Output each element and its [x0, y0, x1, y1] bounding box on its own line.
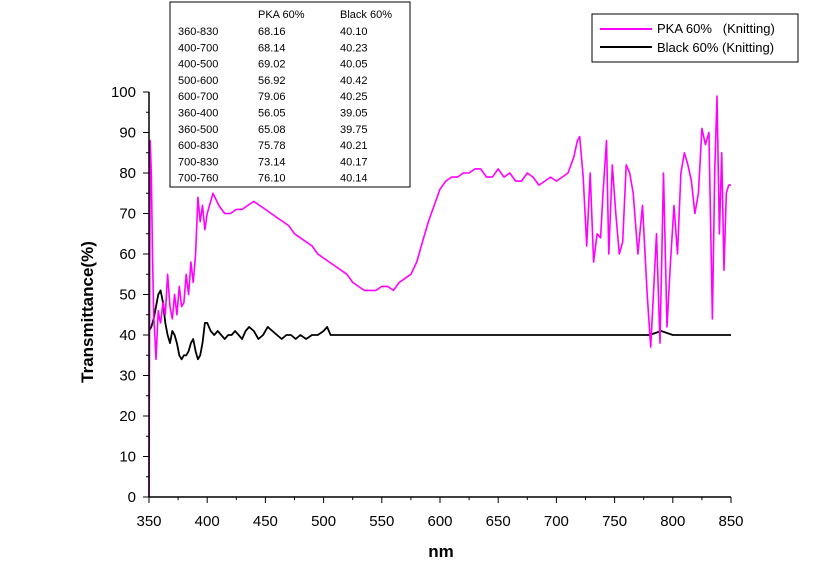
y-tick-label: 70	[119, 206, 136, 223]
table-cell: 68.16	[258, 26, 286, 38]
table-cell: 79.06	[258, 91, 286, 103]
x-tick-label: 550	[369, 513, 394, 530]
legend-label-black: Black 60% (Knitting)	[657, 40, 774, 55]
legend: PKA 60% (Knitting) Black 60% (Knitting)	[591, 13, 799, 63]
y-tick-label: 90	[119, 125, 136, 142]
x-tick-label: 850	[718, 513, 743, 530]
table-cell: 400-500	[178, 59, 218, 71]
x-tick-label: 450	[253, 513, 278, 530]
table-cell: 600-700	[178, 91, 218, 103]
table-cell: 56.92	[258, 75, 286, 87]
y-axis-title: Transmittance(%)	[78, 241, 97, 383]
x-tick-label: 400	[195, 513, 220, 530]
y-tick-label: 0	[128, 489, 136, 506]
y-tick-label: 100	[111, 84, 136, 101]
series-line-pka	[148, 95, 731, 498]
table-cell: 360-500	[178, 124, 218, 136]
table-cell: 40.25	[340, 91, 368, 103]
table-cell: 39.75	[340, 124, 368, 136]
x-tick-label: 500	[311, 513, 336, 530]
y-tick-label: 30	[119, 368, 136, 385]
table-cell: 73.14	[258, 156, 286, 168]
x-tick-label: 750	[602, 513, 627, 530]
table-cell: 360-400	[178, 108, 218, 120]
series-layer	[148, 95, 731, 498]
series-line-black	[148, 289, 731, 361]
table-cell: 40.14	[340, 173, 368, 185]
y-tick-label: 10	[119, 449, 136, 466]
x-axis-title: nm	[428, 542, 454, 561]
y-tick-label: 60	[119, 246, 136, 263]
table-cell: 40.21	[340, 140, 368, 152]
table-cell: 400-700	[178, 42, 218, 54]
legend-label-pka: PKA 60% (Knitting)	[657, 21, 775, 36]
table-cell: 76.10	[258, 173, 286, 185]
inset-table-box	[169, 1, 411, 188]
table-cell: 40.05	[340, 59, 368, 71]
y-tick-label: 80	[119, 165, 136, 182]
table-cell: 69.02	[258, 59, 286, 71]
table-cell: 40.17	[340, 156, 368, 168]
table-header-pka: PKA 60%	[258, 9, 305, 21]
table-cell: 75.78	[258, 140, 286, 152]
legend-box	[591, 13, 799, 63]
table-cell: 500-600	[178, 75, 218, 87]
table-cell: 39.05	[340, 108, 368, 120]
table-cell: 700-760	[178, 173, 218, 185]
table-cell: 40.42	[340, 75, 368, 87]
x-tick-label: 650	[486, 513, 511, 530]
y-tick-label: 40	[119, 327, 136, 344]
x-tick-label: 800	[660, 513, 685, 530]
table-cell: 360-830	[178, 26, 218, 38]
x-tick-label: 700	[544, 513, 569, 530]
table-header-black: Black 60%	[340, 9, 392, 21]
x-tick-label: 350	[136, 513, 161, 530]
table-cell: 68.14	[258, 42, 286, 54]
table-cell: 56.05	[258, 108, 286, 120]
inset-table: PKA 60% Black 60% 360-830 68.16 40.10 400-700…	[169, 1, 411, 188]
tick-labels: 0 10 20 30 40 50 60 70 80 90 100 350 400 450 500 550 600…	[111, 84, 744, 530]
table-cell: 65.08	[258, 124, 286, 136]
table-cell: 600-830	[178, 140, 218, 152]
y-tick-label: 20	[119, 408, 136, 425]
table-cell: 40.23	[340, 42, 368, 54]
table-cell: 700-830	[178, 156, 218, 168]
y-tick-label: 50	[119, 287, 136, 304]
x-tick-label: 600	[427, 513, 452, 530]
axes	[143, 91, 732, 503]
table-cell: 40.10	[340, 26, 368, 38]
